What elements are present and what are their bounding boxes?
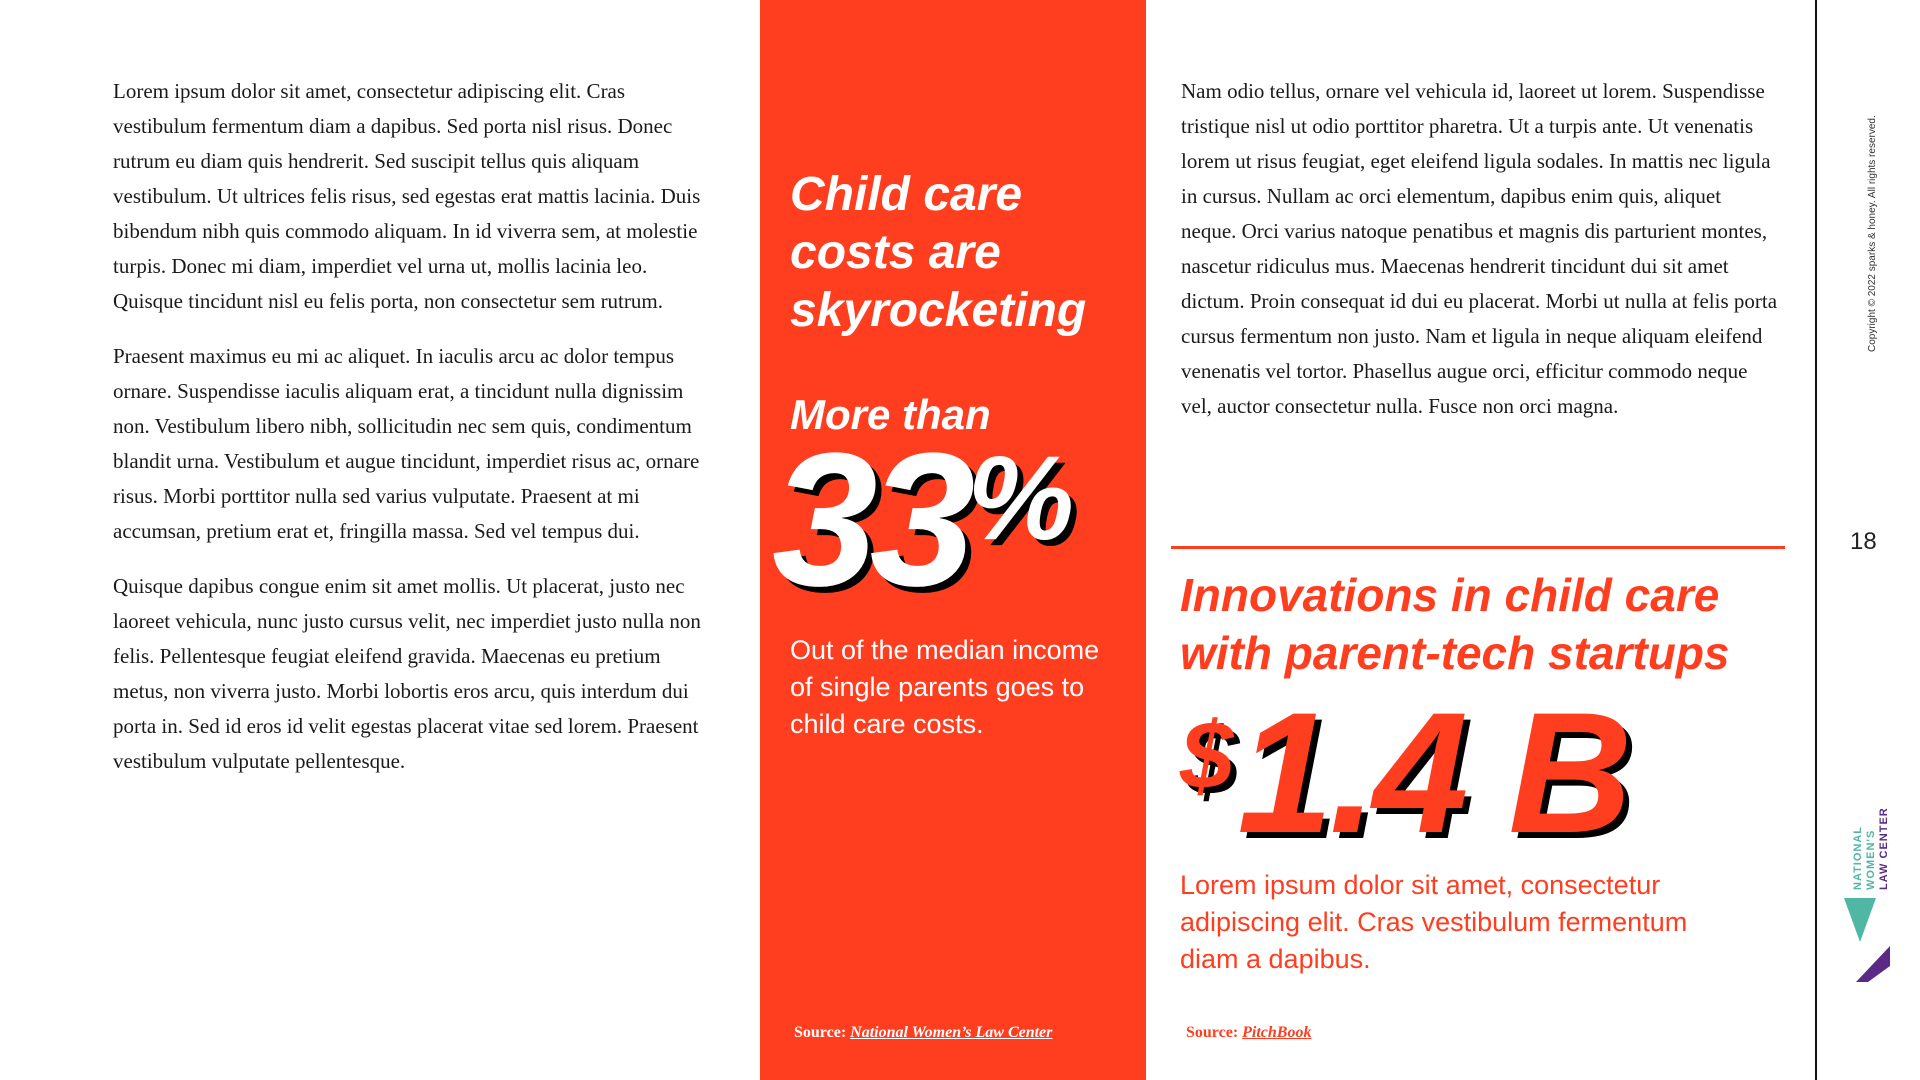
logo-wordmark: NATIONAL WOMEN'S LAW CENTER <box>1852 807 1891 890</box>
copyright-text: Copyright © 2022 sparks & honey. All rig… <box>1867 115 1878 352</box>
callout-stat: 33 % <box>772 414 1075 626</box>
callout-source-link[interactable]: National Women’s Law Center <box>850 1024 1053 1041</box>
sidebar-rule <box>1815 0 1817 1080</box>
right-stat: $ 1.4 B <box>1180 677 1633 869</box>
left-paragraph-3: Quisque dapibus congue enim sit amet mol… <box>113 574 701 773</box>
left-paragraph-2: Praesent maximus eu mi ac aliquet. In ia… <box>113 344 700 543</box>
callout-panel: Child care costs are skyrocketing More t… <box>760 0 1146 1080</box>
left-column-text: Lorem ipsum dolor sit amet, consectetur … <box>113 74 713 799</box>
callout-headline: Child care costs are skyrocketing <box>790 168 1087 337</box>
logo-line-3: LAW CENTER <box>1878 807 1890 890</box>
right-source-label: Source: <box>1186 1024 1239 1041</box>
page-number: 18 <box>1850 528 1877 555</box>
right-stat-value: 1.4 B <box>1237 677 1632 869</box>
right-source-link[interactable]: PitchBook <box>1242 1024 1312 1041</box>
callout-stat-unit: % <box>967 431 1075 565</box>
callout-source: Source: National Women’s Law Center <box>794 1024 1052 1042</box>
callout-description: Out of the median income of single paren… <box>790 635 1100 739</box>
logo-line-1: NATIONAL <box>1852 825 1864 890</box>
logo-line-2: WOMEN'S <box>1865 829 1877 890</box>
callout-lead: More than <box>790 391 991 438</box>
right-headline: Innovations in child care with parent-te… <box>1180 569 1730 679</box>
nwlc-logo-icon <box>1844 898 1890 982</box>
callout-source-label: Source: <box>794 1024 847 1041</box>
right-paragraph: Nam odio tellus, ornare vel vehicula id,… <box>1181 79 1778 418</box>
callout-stat-number: 33 <box>772 414 975 626</box>
left-paragraph-1: Lorem ipsum dolor sit amet, consectetur … <box>113 79 701 313</box>
right-description: Lorem ipsum dolor sit amet, consectetur … <box>1180 870 1688 974</box>
right-source: Source: PitchBook <box>1186 1024 1311 1042</box>
section-divider <box>1171 546 1785 549</box>
right-stat-currency: $ <box>1180 702 1234 809</box>
